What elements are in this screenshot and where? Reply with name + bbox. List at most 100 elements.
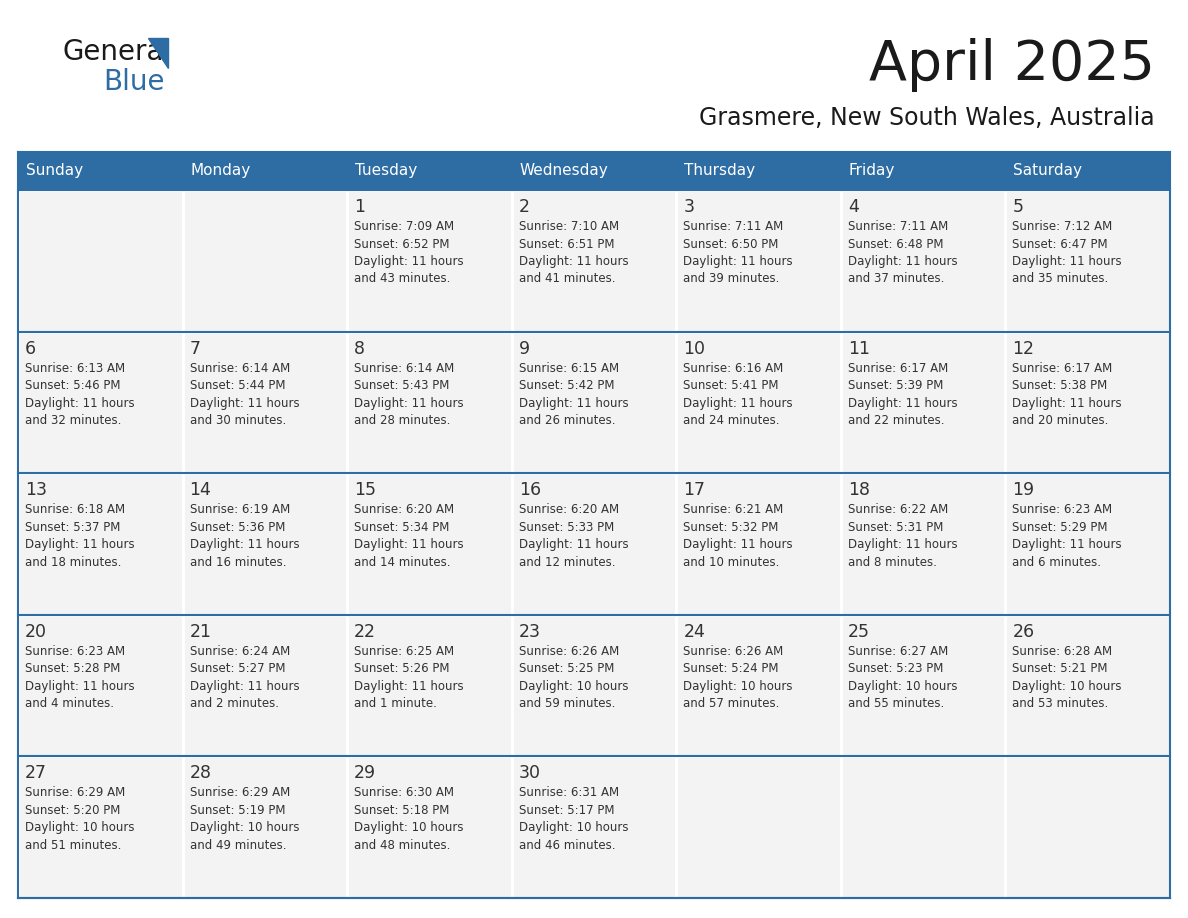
Bar <box>18 473 183 615</box>
Text: Monday: Monday <box>190 163 251 178</box>
Text: 27: 27 <box>25 765 48 782</box>
Text: 5: 5 <box>1012 198 1023 216</box>
Text: 20: 20 <box>25 622 48 641</box>
Text: Blue: Blue <box>103 68 164 96</box>
Text: Sunrise: 6:26 AM
Sunset: 5:24 PM
Daylight: 10 hours
and 57 minutes.: Sunrise: 6:26 AM Sunset: 5:24 PM Dayligh… <box>683 644 792 711</box>
Text: Sunrise: 6:26 AM
Sunset: 5:25 PM
Daylight: 10 hours
and 59 minutes.: Sunrise: 6:26 AM Sunset: 5:25 PM Dayligh… <box>519 644 628 711</box>
Bar <box>676 331 841 473</box>
Text: 16: 16 <box>519 481 541 499</box>
Text: 7: 7 <box>190 340 201 358</box>
Text: 10: 10 <box>683 340 706 358</box>
Bar <box>18 152 183 190</box>
Text: Sunrise: 6:29 AM
Sunset: 5:19 PM
Daylight: 10 hours
and 49 minutes.: Sunrise: 6:29 AM Sunset: 5:19 PM Dayligh… <box>190 787 299 852</box>
Text: Sunrise: 6:21 AM
Sunset: 5:32 PM
Daylight: 11 hours
and 10 minutes.: Sunrise: 6:21 AM Sunset: 5:32 PM Dayligh… <box>683 503 792 568</box>
Bar <box>841 473 1005 615</box>
Text: Sunrise: 7:12 AM
Sunset: 6:47 PM
Daylight: 11 hours
and 35 minutes.: Sunrise: 7:12 AM Sunset: 6:47 PM Dayligh… <box>1012 220 1121 285</box>
Bar <box>18 331 183 473</box>
Text: Sunrise: 6:20 AM
Sunset: 5:33 PM
Daylight: 11 hours
and 12 minutes.: Sunrise: 6:20 AM Sunset: 5:33 PM Dayligh… <box>519 503 628 568</box>
Bar <box>676 152 841 190</box>
Polygon shape <box>148 38 168 68</box>
Text: Sunrise: 6:25 AM
Sunset: 5:26 PM
Daylight: 11 hours
and 1 minute.: Sunrise: 6:25 AM Sunset: 5:26 PM Dayligh… <box>354 644 463 711</box>
Bar <box>18 615 183 756</box>
Text: 6: 6 <box>25 340 36 358</box>
Bar <box>183 152 347 190</box>
Text: 24: 24 <box>683 622 706 641</box>
Text: Sunrise: 7:11 AM
Sunset: 6:50 PM
Daylight: 11 hours
and 39 minutes.: Sunrise: 7:11 AM Sunset: 6:50 PM Dayligh… <box>683 220 792 285</box>
Text: Sunrise: 6:19 AM
Sunset: 5:36 PM
Daylight: 11 hours
and 16 minutes.: Sunrise: 6:19 AM Sunset: 5:36 PM Dayligh… <box>190 503 299 568</box>
Bar <box>183 615 347 756</box>
Text: 29: 29 <box>354 765 377 782</box>
Bar <box>676 190 841 331</box>
Text: Sunrise: 7:09 AM
Sunset: 6:52 PM
Daylight: 11 hours
and 43 minutes.: Sunrise: 7:09 AM Sunset: 6:52 PM Dayligh… <box>354 220 463 285</box>
Text: 30: 30 <box>519 765 541 782</box>
Text: Sunrise: 6:27 AM
Sunset: 5:23 PM
Daylight: 10 hours
and 55 minutes.: Sunrise: 6:27 AM Sunset: 5:23 PM Dayligh… <box>848 644 958 711</box>
Text: Saturday: Saturday <box>1013 163 1082 178</box>
Bar <box>1005 615 1170 756</box>
Text: Grasmere, New South Wales, Australia: Grasmere, New South Wales, Australia <box>700 106 1155 130</box>
Bar <box>676 756 841 898</box>
Bar <box>347 190 512 331</box>
Bar <box>347 152 512 190</box>
Bar <box>183 331 347 473</box>
Text: Sunrise: 6:28 AM
Sunset: 5:21 PM
Daylight: 10 hours
and 53 minutes.: Sunrise: 6:28 AM Sunset: 5:21 PM Dayligh… <box>1012 644 1121 711</box>
Text: Sunrise: 6:13 AM
Sunset: 5:46 PM
Daylight: 11 hours
and 32 minutes.: Sunrise: 6:13 AM Sunset: 5:46 PM Dayligh… <box>25 362 134 427</box>
Text: Sunrise: 6:22 AM
Sunset: 5:31 PM
Daylight: 11 hours
and 8 minutes.: Sunrise: 6:22 AM Sunset: 5:31 PM Dayligh… <box>848 503 958 568</box>
Text: Thursday: Thursday <box>684 163 756 178</box>
Bar <box>512 331 676 473</box>
Text: Sunday: Sunday <box>26 163 83 178</box>
Text: Sunrise: 6:24 AM
Sunset: 5:27 PM
Daylight: 11 hours
and 2 minutes.: Sunrise: 6:24 AM Sunset: 5:27 PM Dayligh… <box>190 644 299 711</box>
Bar <box>841 152 1005 190</box>
Text: 4: 4 <box>848 198 859 216</box>
Text: Sunrise: 6:29 AM
Sunset: 5:20 PM
Daylight: 10 hours
and 51 minutes.: Sunrise: 6:29 AM Sunset: 5:20 PM Dayligh… <box>25 787 134 852</box>
Bar <box>512 473 676 615</box>
Text: 28: 28 <box>190 765 211 782</box>
Text: 19: 19 <box>1012 481 1035 499</box>
Text: 13: 13 <box>25 481 48 499</box>
Text: April 2025: April 2025 <box>868 38 1155 92</box>
Bar <box>183 756 347 898</box>
Text: 2: 2 <box>519 198 530 216</box>
Bar <box>1005 190 1170 331</box>
Text: 14: 14 <box>190 481 211 499</box>
Bar <box>347 473 512 615</box>
Text: 15: 15 <box>354 481 377 499</box>
Bar <box>841 190 1005 331</box>
Text: 26: 26 <box>1012 622 1035 641</box>
Bar <box>841 756 1005 898</box>
Text: Sunrise: 6:23 AM
Sunset: 5:29 PM
Daylight: 11 hours
and 6 minutes.: Sunrise: 6:23 AM Sunset: 5:29 PM Dayligh… <box>1012 503 1121 568</box>
Text: 11: 11 <box>848 340 870 358</box>
Text: 3: 3 <box>683 198 694 216</box>
Text: 1: 1 <box>354 198 365 216</box>
Text: General: General <box>62 38 171 66</box>
Text: Sunrise: 6:17 AM
Sunset: 5:39 PM
Daylight: 11 hours
and 22 minutes.: Sunrise: 6:17 AM Sunset: 5:39 PM Dayligh… <box>848 362 958 427</box>
Text: 18: 18 <box>848 481 870 499</box>
Text: 12: 12 <box>1012 340 1035 358</box>
Text: 17: 17 <box>683 481 706 499</box>
Bar <box>512 756 676 898</box>
Text: 21: 21 <box>190 622 211 641</box>
Text: Sunrise: 6:15 AM
Sunset: 5:42 PM
Daylight: 11 hours
and 26 minutes.: Sunrise: 6:15 AM Sunset: 5:42 PM Dayligh… <box>519 362 628 427</box>
Text: Sunrise: 6:18 AM
Sunset: 5:37 PM
Daylight: 11 hours
and 18 minutes.: Sunrise: 6:18 AM Sunset: 5:37 PM Dayligh… <box>25 503 134 568</box>
Bar <box>1005 473 1170 615</box>
Bar <box>512 152 676 190</box>
Bar <box>676 615 841 756</box>
Text: 8: 8 <box>354 340 365 358</box>
Bar <box>676 473 841 615</box>
Bar <box>18 190 183 331</box>
Text: Sunrise: 6:14 AM
Sunset: 5:43 PM
Daylight: 11 hours
and 28 minutes.: Sunrise: 6:14 AM Sunset: 5:43 PM Dayligh… <box>354 362 463 427</box>
Text: Sunrise: 6:14 AM
Sunset: 5:44 PM
Daylight: 11 hours
and 30 minutes.: Sunrise: 6:14 AM Sunset: 5:44 PM Dayligh… <box>190 362 299 427</box>
Text: Sunrise: 6:31 AM
Sunset: 5:17 PM
Daylight: 10 hours
and 46 minutes.: Sunrise: 6:31 AM Sunset: 5:17 PM Dayligh… <box>519 787 628 852</box>
Text: Sunrise: 7:11 AM
Sunset: 6:48 PM
Daylight: 11 hours
and 37 minutes.: Sunrise: 7:11 AM Sunset: 6:48 PM Dayligh… <box>848 220 958 285</box>
Bar <box>512 190 676 331</box>
Bar <box>1005 756 1170 898</box>
Text: Sunrise: 6:30 AM
Sunset: 5:18 PM
Daylight: 10 hours
and 48 minutes.: Sunrise: 6:30 AM Sunset: 5:18 PM Dayligh… <box>354 787 463 852</box>
Bar <box>183 190 347 331</box>
Bar <box>1005 331 1170 473</box>
Bar <box>512 615 676 756</box>
Text: Sunrise: 7:10 AM
Sunset: 6:51 PM
Daylight: 11 hours
and 41 minutes.: Sunrise: 7:10 AM Sunset: 6:51 PM Dayligh… <box>519 220 628 285</box>
Text: Sunrise: 6:23 AM
Sunset: 5:28 PM
Daylight: 11 hours
and 4 minutes.: Sunrise: 6:23 AM Sunset: 5:28 PM Dayligh… <box>25 644 134 711</box>
Bar <box>347 331 512 473</box>
Bar <box>1005 152 1170 190</box>
Text: Wednesday: Wednesday <box>519 163 608 178</box>
Bar <box>18 756 183 898</box>
